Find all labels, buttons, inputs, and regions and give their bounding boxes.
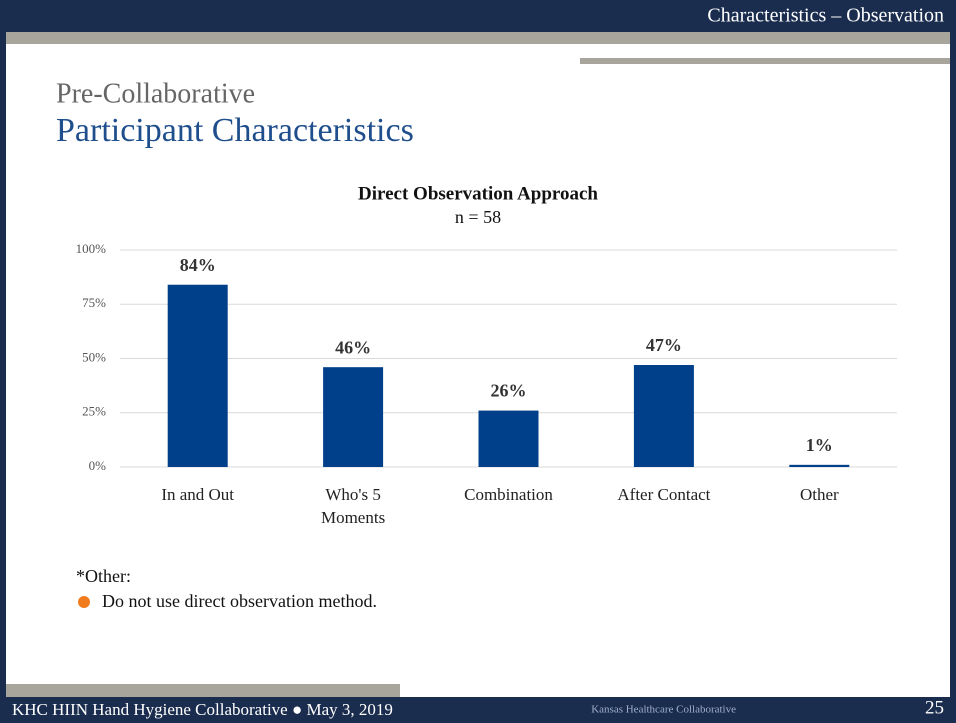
page-number: 25 xyxy=(925,697,944,718)
x-tick-label: Combination xyxy=(464,485,553,504)
chart-title: Direct Observation Approach xyxy=(358,183,598,204)
chart-subtitle: n = 58 xyxy=(455,207,501,227)
value-label: 1% xyxy=(806,435,833,455)
slide-title: Participant Characteristics xyxy=(56,112,414,149)
notes-heading: *Other: xyxy=(76,566,131,586)
bar xyxy=(789,464,850,467)
header-strip xyxy=(0,32,956,44)
bar xyxy=(167,284,228,467)
left-edge xyxy=(0,32,6,697)
footer-bar xyxy=(0,697,956,723)
footer-text: KHC HIIN Hand Hygiene Collaborative ● Ma… xyxy=(12,700,393,719)
x-tick-label: After Contact xyxy=(617,485,711,504)
bar xyxy=(478,410,539,467)
header-line xyxy=(580,58,956,64)
value-label: 26% xyxy=(491,381,527,401)
right-edge xyxy=(950,32,956,697)
y-tick-label: 0% xyxy=(89,458,107,473)
value-label: 47% xyxy=(646,335,682,355)
note-item: Do not use direct observation method. xyxy=(102,591,377,611)
x-tick-label: In and Out xyxy=(161,485,235,504)
y-tick-label: 75% xyxy=(82,295,106,310)
section-title: Characteristics – Observation xyxy=(707,5,944,27)
value-label: 84% xyxy=(180,255,216,275)
header-bar xyxy=(0,0,956,32)
bar xyxy=(633,365,694,467)
y-tick-label: 25% xyxy=(82,404,106,419)
kicker: Pre-Collaborative xyxy=(56,78,255,109)
y-tick-label: 50% xyxy=(82,349,106,364)
footer-org: Kansas Healthcare Collaborative xyxy=(591,704,736,716)
bullet xyxy=(78,596,90,608)
y-tick-label: 100% xyxy=(76,241,107,256)
footer-strip xyxy=(6,684,400,697)
value-label: 46% xyxy=(335,337,371,357)
x-tick-label: Other xyxy=(799,485,839,504)
bar xyxy=(323,367,384,467)
x-tick-label: Who's 5 Moments xyxy=(320,485,386,527)
